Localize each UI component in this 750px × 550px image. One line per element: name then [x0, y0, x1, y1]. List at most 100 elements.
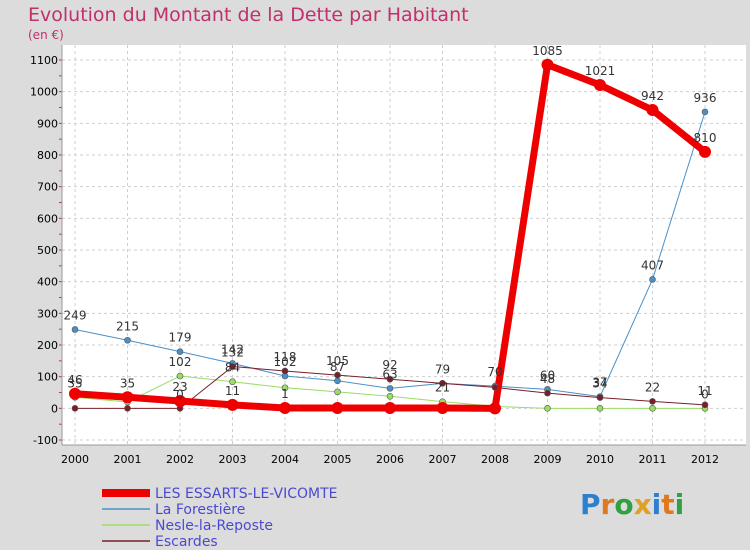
value-label: 11	[225, 384, 240, 398]
y-tick-label: 1000	[30, 86, 58, 99]
y-tick-label: 500	[37, 244, 58, 257]
x-tick-label: 2010	[586, 453, 614, 466]
series-point-2	[176, 372, 184, 380]
legend-label: Escardes	[155, 534, 218, 550]
grid-lines	[62, 45, 746, 445]
series-point-1	[124, 336, 131, 344]
series-point-2	[649, 405, 656, 412]
series-point-1	[701, 108, 709, 116]
series-point-3	[491, 384, 499, 391]
logo-letter: P	[580, 488, 601, 521]
value-label: 84	[225, 361, 240, 375]
value-label: 35	[67, 376, 82, 390]
x-tick-label: 2011	[639, 453, 667, 466]
y-tick-label: 0	[51, 402, 58, 415]
y-tick-label: 800	[37, 149, 58, 162]
y-tick-label: 200	[37, 339, 58, 352]
y-tick-label: 400	[37, 276, 58, 289]
value-label: 249	[64, 308, 87, 322]
value-label: 70	[487, 365, 502, 379]
x-tick-label: 2000	[61, 453, 89, 466]
series-point-0	[594, 79, 606, 92]
series-point-1	[334, 377, 341, 385]
value-label: 79	[435, 362, 450, 376]
series-point-0	[121, 391, 134, 404]
x-tick-label: 2008	[481, 453, 509, 466]
series-point-0	[226, 398, 239, 411]
value-label: 60	[540, 368, 555, 382]
x-tick-label: 2006	[376, 453, 404, 466]
y-tick-label: 300	[37, 307, 58, 320]
value-label: 215	[116, 319, 139, 333]
series-point-2	[229, 378, 236, 386]
series-point-1	[176, 348, 184, 355]
series-point-0	[279, 402, 291, 415]
series-point-0	[541, 58, 554, 71]
series-point-0	[174, 395, 186, 408]
x-tick-label: 2012	[691, 453, 719, 466]
value-label: 810	[694, 131, 717, 145]
value-label: 936	[694, 91, 717, 105]
logo-letter: o	[614, 488, 634, 521]
y-tick-label: -100	[33, 434, 58, 447]
value-label: 22	[645, 380, 660, 394]
x-tick-label: 2001	[114, 453, 142, 466]
logo-letter: i	[674, 488, 685, 521]
series-point-3	[281, 367, 289, 375]
value-label: 48	[540, 372, 555, 386]
series-point-3	[596, 394, 604, 401]
value-label: 102	[274, 355, 297, 369]
y-tick-label: 600	[37, 212, 58, 225]
series-point-0	[699, 145, 711, 158]
tick-labels: -100010020030040050060070080090010001100…	[30, 54, 719, 466]
series-point-3	[701, 401, 709, 409]
value-label: 35	[120, 376, 135, 390]
value-label: 105	[326, 354, 349, 368]
value-label: 87	[330, 360, 345, 374]
series-point-1	[649, 276, 656, 283]
logo-letter: i	[651, 488, 662, 521]
legend-label: LES ESSARTS-LE-VICOMTE	[155, 486, 338, 502]
series-point-0	[69, 387, 81, 400]
value-label: 142	[221, 342, 244, 356]
value-label: 63	[382, 367, 397, 381]
series-point-0	[331, 402, 344, 415]
value-label: 942	[641, 89, 664, 103]
axes	[59, 45, 746, 446]
logo-letter: r	[600, 488, 615, 521]
value-label: 0	[701, 387, 709, 401]
value-label: 118	[274, 350, 297, 364]
value-label: 1085	[532, 44, 563, 58]
series-point-0	[436, 402, 449, 415]
value-label: 92	[382, 358, 397, 372]
logo-letter: t	[661, 488, 675, 521]
x-tick-label: 2002	[166, 453, 194, 466]
series-point-1	[386, 385, 394, 392]
series-point-2	[334, 388, 341, 396]
value-label: 46	[67, 373, 82, 387]
logo-letter: x	[633, 488, 652, 521]
x-tick-label: 2003	[219, 453, 247, 466]
value-label: 34	[592, 377, 607, 391]
value-label: 407	[641, 258, 664, 272]
chart-title: Evolution du Montant de la Dette par Hab…	[28, 4, 469, 26]
value-label: 11	[697, 384, 712, 398]
series-point-3	[386, 375, 394, 383]
series-point-2	[544, 405, 551, 412]
value-label: 1	[281, 387, 289, 401]
y-tick-label: 100	[37, 371, 58, 384]
y-tick-label: 900	[37, 117, 58, 130]
series-point-3	[124, 405, 131, 412]
series-point-2	[596, 405, 604, 412]
x-tick-label: 2009	[534, 453, 562, 466]
legend-label: Nesle-la-Reposte	[155, 518, 273, 534]
value-label: 1021	[585, 64, 616, 78]
x-tick-label: 2004	[271, 453, 299, 466]
series-point-3	[71, 405, 79, 412]
value-label: 102	[169, 355, 192, 369]
series-point-3	[229, 363, 236, 370]
series-point-3	[334, 371, 341, 379]
